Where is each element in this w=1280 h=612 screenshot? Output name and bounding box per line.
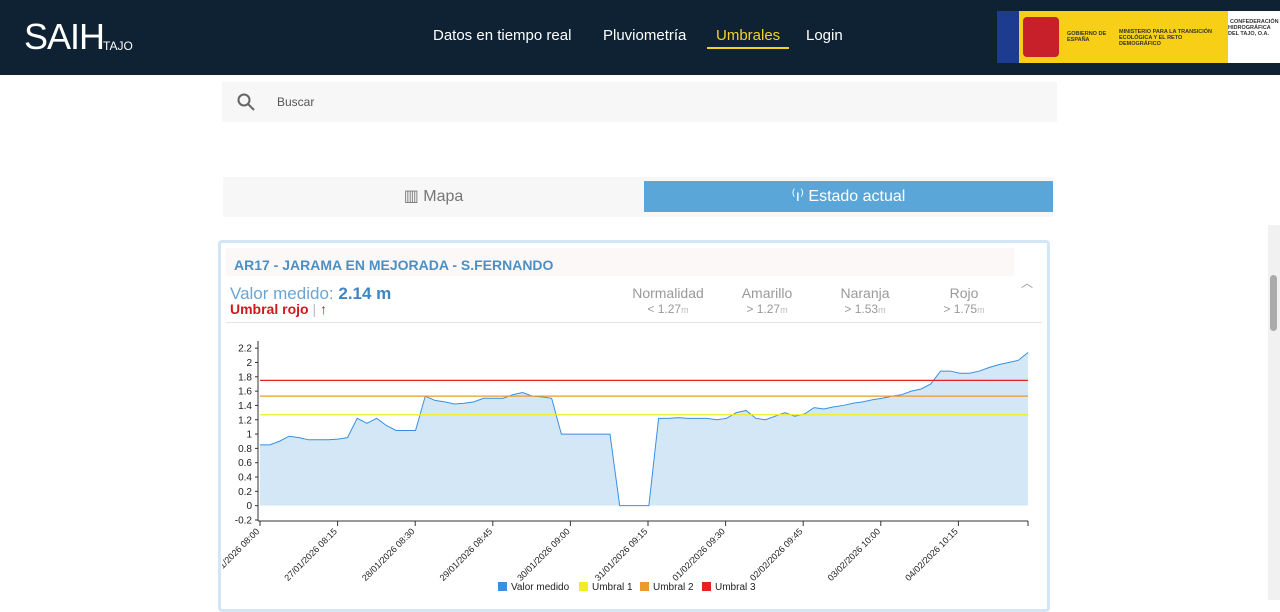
legend-swatch — [702, 582, 711, 591]
divider — [226, 322, 1042, 323]
nav-link-active[interactable]: Umbrales — [707, 27, 790, 49]
legend-label: Umbral 3 — [715, 582, 756, 593]
x-tick-label: 01/02/2026 09:30 — [670, 526, 727, 583]
card-header — [226, 248, 1014, 276]
x-tick-label: 29/01/2026 08:45 — [438, 526, 495, 583]
area — [260, 352, 1028, 506]
x-tick-label: 04/02/2026 10:15 — [903, 526, 960, 583]
level-unit: m — [878, 305, 886, 315]
y-tick-label: 1.8 — [238, 372, 252, 383]
level-name: Normalidad — [632, 285, 704, 301]
search-placeholder: Buscar — [277, 95, 315, 109]
scroll-thumb[interactable] — [1270, 275, 1277, 331]
level: Rojo > 1.75m — [919, 285, 1009, 316]
x-tick-label: 30/01/2026 09:00 — [515, 526, 572, 583]
level-value: > 1.27 — [746, 302, 781, 316]
measured: Valor medido: 2.14 m — [230, 284, 391, 304]
y-tick-label: 0 — [246, 501, 252, 512]
nav-link[interactable]: Datos en tiempo real — [433, 27, 572, 44]
level-unit: m — [977, 305, 985, 315]
level-value: < 1.27 — [647, 302, 682, 316]
logo[interactable]: SAIH — [24, 16, 105, 57]
x-tick-label: 27/01/2026 08:15 — [282, 526, 339, 583]
legend-label: Valor medido — [511, 582, 570, 593]
logo-sub: TAJO — [103, 39, 133, 53]
x-tick-label: 31/01/2026 09:15 — [593, 526, 650, 583]
level-value: > 1.75 — [943, 302, 978, 316]
tab-label: Estado actual — [808, 188, 906, 205]
y-tick-label: 0.2 — [238, 487, 252, 498]
x-tick-label: 26/01/2026 08:00 — [222, 526, 261, 583]
coat-of-arms — [1023, 17, 1059, 57]
status: Umbral rojo | ↑ — [230, 301, 327, 317]
y-tick-label: 0.8 — [238, 444, 252, 455]
tab[interactable]: ▥ Mapa — [403, 188, 464, 205]
nav-link[interactable]: Login — [806, 27, 843, 44]
x-tick-label: 28/01/2026 08:30 — [360, 526, 417, 583]
level-unit: m — [780, 305, 788, 315]
legend-swatch — [498, 582, 507, 591]
measured-label: Valor medido: — [230, 284, 334, 303]
collapse-icon[interactable]: ︿ — [1021, 276, 1034, 290]
legend-label: Umbral 2 — [653, 582, 694, 593]
search-bar[interactable]: Buscar — [222, 82, 1057, 122]
level: Normalidad < 1.27m — [623, 285, 713, 316]
y-tick-label: 2 — [246, 358, 252, 369]
gov-logo: GOBIERNO DE ESPAÑA MINISTERIO PARA LA TR… — [997, 11, 1228, 63]
y-tick-label: 1.4 — [238, 401, 252, 412]
y-tick-label: 1 — [246, 430, 252, 441]
tab-label: Mapa — [423, 188, 464, 205]
search-icon — [237, 93, 255, 111]
x-tick-label: 03/02/2026 10:00 — [826, 526, 883, 583]
level-name: Rojo — [949, 285, 979, 301]
top-bar: SAIH TAJO Datos en tiempo real Pluviomet… — [0, 0, 1280, 75]
gov-text: CONFEDERACIÓN HIDROGRÁFICA DEL TAJO, O.A… — [1228, 11, 1280, 63]
chart-layer: -0.2 0 0.2 0.4 0.6 0.8 1 1.2 1.4 1.6 1.8 2 2.2 26/01/… — [222, 341, 1029, 593]
chart: -0.2 0 0.2 0.4 0.6 0.8 1 1.2 1.4 1.6 1.8 2 2.2 26/01/… — [222, 341, 1029, 593]
level-name: Naranja — [840, 285, 890, 301]
gov-text: GOBIERNO DE ESPAÑA — [1067, 31, 1107, 43]
tab-active[interactable]: ⁽ı⁾ Estado actual — [644, 181, 1053, 212]
y-tick-label: 1.2 — [238, 415, 252, 426]
y-tick-label: 0.4 — [238, 473, 252, 484]
x-tick-label: 02/02/2026 09:45 — [748, 526, 805, 583]
legend-label: Umbral 1 — [592, 582, 633, 593]
status-label: Umbral rojo — [230, 301, 309, 317]
legend-swatch — [640, 582, 649, 591]
level: Amarillo > 1.27m — [722, 285, 812, 316]
line — [260, 352, 1029, 507]
separator: | — [312, 301, 317, 317]
y-tick-label: 2.2 — [238, 344, 252, 355]
nav-link[interactable]: Pluviometría — [603, 27, 687, 44]
measured-value: 2.14 m — [338, 284, 392, 303]
y-tick-label: 1.6 — [238, 387, 252, 398]
level-value: > 1.53 — [844, 302, 879, 316]
scrollbar[interactable] — [1268, 225, 1280, 600]
y-tick-label: -0.2 — [235, 516, 253, 527]
y-tick-label: 0.6 — [238, 458, 252, 469]
level-name: Amarillo — [741, 285, 793, 301]
legend-swatch — [579, 582, 588, 591]
level: Naranja > 1.53m — [820, 285, 910, 316]
station-title: AR17 - JARAMA EN MEJORADA - S.FERNANDO — [234, 257, 554, 273]
gov-text: MINISTERIO PARA LA TRANSICIÓN ECOLÓGICA … — [1119, 29, 1212, 47]
eu-flag — [997, 11, 1019, 63]
level-unit: m — [681, 305, 689, 315]
